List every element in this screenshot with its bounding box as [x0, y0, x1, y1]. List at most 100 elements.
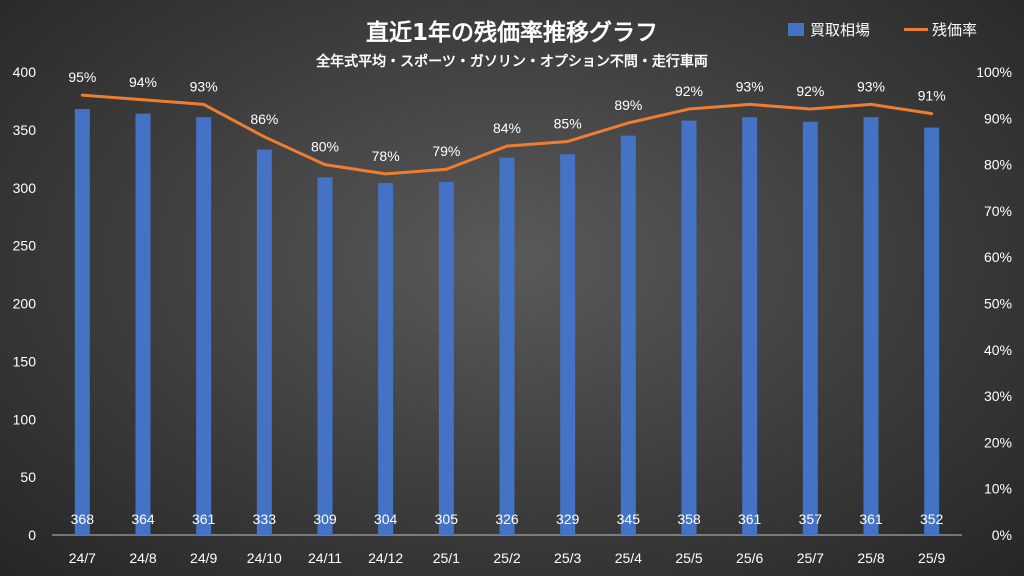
legend: 買取相場 残価率: [788, 21, 977, 39]
bar-data-label: 326: [495, 511, 519, 527]
bar-data-label: 357: [799, 511, 823, 527]
bar-data-label: 364: [131, 511, 155, 527]
y2-tick-label: 10%: [984, 481, 1012, 497]
x-tick-label: 25/4: [615, 550, 642, 566]
line-point: [323, 163, 327, 167]
bar: [74, 109, 90, 535]
y-tick-label: 50: [20, 469, 36, 485]
line-data-label: 95%: [68, 69, 96, 85]
y2-tick-label: 30%: [984, 388, 1012, 404]
y2-tick-label: 70%: [984, 203, 1012, 219]
bar: [135, 113, 151, 536]
y-tick-label: 200: [13, 296, 37, 312]
bar-data-label: 352: [920, 511, 944, 527]
bar: [499, 157, 515, 535]
bar: [742, 117, 758, 535]
legend-label-bar: 買取相場: [810, 21, 870, 39]
y2-tick-label: 20%: [984, 434, 1012, 450]
y-tick-label: 400: [13, 64, 37, 80]
x-tick-label: 25/7: [797, 550, 824, 566]
line-point: [808, 107, 812, 111]
y-tick-label: 0: [28, 527, 36, 543]
bar-data-label: 361: [738, 511, 762, 527]
line-data-label: 79%: [432, 143, 460, 159]
y-tick-label: 250: [13, 238, 37, 254]
left-y-axis: 0 50 100 150 200 250 300 350 400: [13, 64, 37, 543]
y-tick-label: 150: [13, 353, 37, 369]
bar: [317, 177, 333, 535]
bar: [620, 135, 636, 535]
bar-data-label: 361: [859, 511, 883, 527]
y-tick-label: 100: [13, 411, 37, 427]
bar: [863, 117, 879, 535]
line-point: [748, 102, 752, 106]
bar-data-label: 333: [253, 511, 277, 527]
line-point: [566, 139, 570, 143]
y2-tick-label: 100%: [976, 64, 1012, 80]
x-tick-label: 25/2: [493, 550, 520, 566]
line-data-label: 94%: [129, 74, 157, 90]
y-tick-label: 350: [13, 122, 37, 138]
line-point: [626, 121, 630, 125]
y-tick-label: 300: [13, 180, 37, 196]
x-tick-label: 24/7: [69, 550, 96, 566]
x-tick-label: 24/12: [368, 550, 403, 566]
line-data-label: 85%: [554, 115, 582, 131]
y2-tick-label: 50%: [984, 296, 1012, 312]
line-point: [687, 107, 691, 111]
line-data-label: 91%: [918, 88, 946, 104]
line-point: [930, 112, 934, 116]
bar: [560, 154, 576, 535]
x-tick-label: 25/3: [554, 550, 581, 566]
bar-data-label: 304: [374, 511, 398, 527]
line-point: [384, 172, 388, 176]
bar: [924, 127, 940, 535]
bar-series: 368 364 361 333 309 304 305 326 329 345 358 361 357 3…: [71, 109, 944, 536]
x-tick-label: 24/9: [190, 550, 217, 566]
legend-swatch-bar: [788, 23, 804, 36]
line-point: [80, 93, 84, 97]
line-data-label: 84%: [493, 120, 521, 136]
line-data-label: 78%: [372, 148, 400, 164]
bar: [196, 117, 212, 535]
legend-label-line: 残価率: [932, 21, 977, 39]
line-data-label: 80%: [311, 139, 339, 155]
y2-tick-label: 80%: [984, 157, 1012, 173]
line-data-label: 92%: [675, 83, 703, 99]
chart-subtitle: 全年式平均・スポーツ・ガソリン・オプション不問・走行車両: [315, 53, 708, 70]
bar-data-label: 309: [313, 511, 337, 527]
x-tick-label: 25/1: [433, 550, 460, 566]
x-tick-label: 25/9: [918, 550, 945, 566]
y2-tick-label: 90%: [984, 110, 1012, 126]
line-point: [444, 167, 448, 171]
x-tick-label: 24/10: [247, 550, 282, 566]
bar: [378, 183, 394, 535]
x-tick-label: 25/8: [857, 550, 884, 566]
bar-data-label: 358: [677, 511, 701, 527]
x-tick-label: 24/8: [129, 550, 156, 566]
bar-data-label: 305: [435, 511, 459, 527]
line-data-label: 89%: [614, 97, 642, 113]
line-point: [505, 144, 509, 148]
category-axis: 24/7 24/8 24/9 24/10 24/11 24/12 25/1 25/2 25/3 2…: [69, 550, 946, 566]
chart-title: 直近1年の残価率推移グラフ: [366, 19, 658, 46]
line-data-label: 86%: [250, 111, 278, 127]
bar: [256, 149, 272, 536]
x-tick-label: 25/6: [736, 550, 763, 566]
line-point: [202, 102, 206, 106]
bar-data-label: 345: [617, 511, 641, 527]
bar: [681, 120, 697, 536]
line-point: [141, 98, 145, 102]
line-data-label: 93%: [857, 78, 885, 94]
y2-tick-label: 0%: [992, 527, 1012, 543]
bar: [438, 181, 454, 535]
bar-data-label: 368: [71, 511, 95, 527]
line-point: [262, 135, 266, 139]
line-data-label: 93%: [736, 78, 764, 94]
x-tick-label: 24/11: [308, 550, 342, 566]
y2-tick-label: 40%: [984, 342, 1012, 358]
x-tick-label: 25/5: [675, 550, 702, 566]
bar: [802, 121, 818, 536]
line-point: [869, 102, 873, 106]
